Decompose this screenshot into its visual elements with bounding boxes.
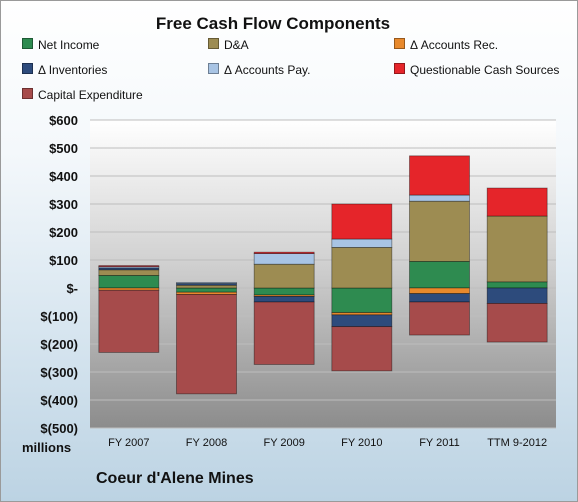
- y-tick-label: $-: [66, 281, 78, 296]
- plot-area: [90, 120, 556, 428]
- bar-segment: [486, 287, 548, 304]
- bar-segment: [253, 263, 315, 289]
- bar-segment: [98, 289, 160, 353]
- legend-item-d-and-a: D&A: [208, 38, 249, 52]
- bar-segment: [486, 215, 548, 283]
- legend-swatch: [22, 38, 33, 49]
- y-tick-label: $300: [49, 197, 78, 212]
- y-tick-label: $200: [49, 225, 78, 240]
- bar-segment: [253, 253, 315, 265]
- bar-segment: [98, 265, 160, 268]
- bar-segment: [486, 187, 548, 217]
- legend-swatch: [394, 63, 405, 74]
- legend-label: D&A: [224, 38, 249, 52]
- legend-label: Δ Accounts Pay.: [224, 63, 311, 77]
- y-tick-label: $100: [49, 253, 78, 268]
- y-tick-label: $500: [49, 141, 78, 156]
- y-tick-label: $(400): [40, 393, 78, 408]
- legend-item-net-income: Net Income: [22, 38, 99, 52]
- bar-segment: [331, 238, 393, 248]
- bar-segment: [331, 203, 393, 240]
- legend-item-capex: Capital Expenditure: [22, 88, 143, 102]
- x-tick-label: FY 2009: [263, 437, 304, 449]
- legend-swatch: [208, 63, 219, 74]
- y-tick-label: $(100): [40, 309, 78, 324]
- bar-segment: [176, 281, 237, 284]
- company-name: Coeur d'Alene Mines: [96, 470, 254, 487]
- x-tick-label: FY 2010: [341, 437, 382, 449]
- bar-segment: [331, 246, 393, 289]
- x-tick-label: FY 2011: [419, 437, 460, 449]
- bar-segment: [409, 287, 470, 294]
- legend-label: Net Income: [38, 38, 100, 52]
- bar-segment: [331, 314, 393, 328]
- x-tick-label: FY 2008: [186, 437, 227, 449]
- legend-swatch: [22, 88, 33, 99]
- y-tick-label: $400: [49, 169, 78, 184]
- bar-segment: [409, 194, 470, 202]
- y-tick-label: $(300): [40, 365, 78, 380]
- legend-label: Questionable Cash Sources: [410, 63, 560, 77]
- bar-segment: [409, 260, 470, 289]
- bar-segment: [409, 301, 470, 336]
- bar-segment: [253, 295, 315, 303]
- bar-segment: [331, 326, 393, 372]
- legend-item-questionable-cash: Questionable Cash Sources: [394, 63, 559, 77]
- legend-item-accounts-rec: Δ Accounts Rec.: [394, 38, 498, 52]
- x-tick-label: TTM 9-2012: [487, 437, 547, 449]
- bar-segment: [176, 284, 237, 289]
- bar-segment: [98, 269, 160, 276]
- y-tick-label: $600: [49, 113, 78, 128]
- bar-segment: [253, 301, 315, 365]
- legend: Net Income D&A Δ Accounts Rec. Δ Invento…: [0, 0, 578, 110]
- y-tick-label: $(500): [40, 421, 78, 436]
- bar-segment: [98, 274, 160, 289]
- legend-item-inventories: Δ Inventories: [22, 63, 107, 77]
- legend-label: Capital Expenditure: [38, 88, 143, 102]
- legend-label: Δ Accounts Rec.: [410, 38, 499, 52]
- bar-segment: [409, 155, 470, 196]
- bar-segment: [253, 251, 315, 254]
- legend-swatch: [394, 38, 405, 49]
- bar-segment: [409, 293, 470, 303]
- y-tick-label: $(200): [40, 337, 78, 352]
- legend-item-accounts-pay: Δ Accounts Pay.: [208, 63, 311, 77]
- units-label: millions: [22, 440, 72, 455]
- bar-segment: [486, 281, 548, 289]
- bar-segment: [486, 302, 548, 343]
- bar-segment: [176, 287, 237, 293]
- x-tick-label: FY 2007: [108, 437, 149, 449]
- legend-swatch: [208, 38, 219, 49]
- bar-segment: [176, 294, 237, 395]
- bar-segment: [331, 287, 393, 314]
- bar-segment: [253, 287, 315, 296]
- legend-swatch: [22, 63, 33, 74]
- bar-segment: [409, 200, 470, 262]
- legend-label: Δ Inventories: [38, 63, 108, 77]
- chart-title: Free Cash Flow Components: [155, 14, 391, 33]
